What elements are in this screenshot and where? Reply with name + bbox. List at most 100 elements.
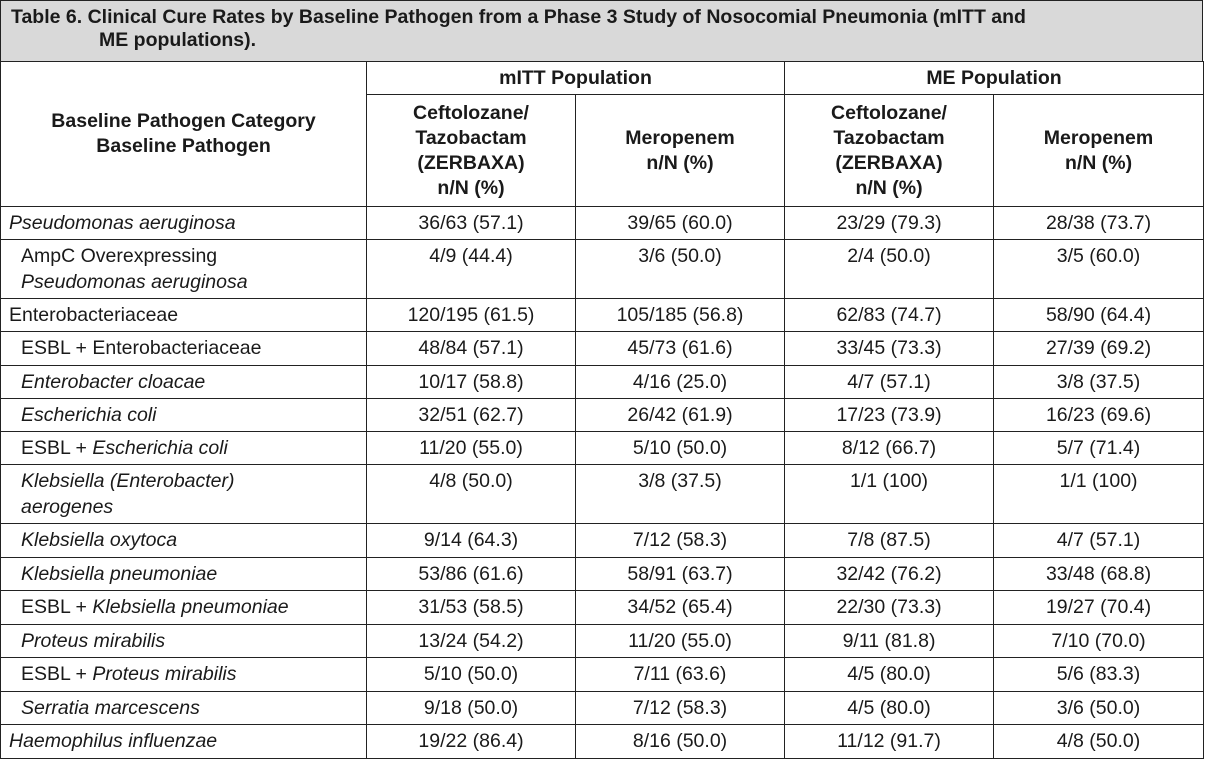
- value-cell: 9/14 (64.3): [366, 523, 576, 558]
- value-cell: 58/91 (63.7): [574, 557, 786, 591]
- pathogen-cell: ESBL + Enterobacteriaceae: [0, 331, 367, 366]
- pathogen-prefix: ESBL +: [21, 596, 93, 618]
- table-row: ESBL + Proteus mirabilis 5/10 (50.0) 7/11 …: [0, 657, 1205, 692]
- table-row: ESBL + Enterobacteriaceae 48/84 (57.1) 45/…: [0, 331, 1205, 366]
- header-me-zerbaxa: Ceftolozane/ Tazobactam (ZERBAXA) n/N (%…: [784, 94, 995, 207]
- pathogen-cell: ESBL + Proteus mirabilis: [0, 657, 367, 692]
- pathogen-cell: AmpC Overexpressing Pseudomonas aeruginos…: [0, 239, 367, 299]
- table-row: Pseudomonas aeruginosa 36/63 (57.1) 39/65 …: [0, 206, 1205, 240]
- pathogen-prefix: Enterobacteriaceae: [9, 304, 179, 326]
- pathogen-cell: Escherichia coli: [0, 398, 367, 432]
- value-cell: 5/10 (50.0): [574, 431, 786, 465]
- header-category-line1: Baseline Pathogen Category: [51, 110, 316, 132]
- pathogen-name-line2: Pseudomonas aeruginosa: [21, 270, 248, 293]
- header-group-me: ME Population: [784, 61, 1205, 95]
- pathogen-name: Haemophilus influenzae: [9, 730, 218, 752]
- header-text: Meropenem: [1043, 126, 1154, 149]
- pathogen-name: Proteus mirabilis: [92, 663, 237, 685]
- pathogen-name: Klebsiella pneumoniae: [92, 596, 289, 618]
- table-row: Klebsiella (Enterobacter) aerogenes 4/8 (5…: [0, 464, 1205, 524]
- value-cell: 7/11 (63.6): [574, 657, 786, 692]
- value-cell: 4/5 (80.0): [784, 657, 995, 692]
- header-mitt-meropenem: Meropenem n/N (%): [574, 94, 786, 207]
- value-cell: 58/90 (64.4): [993, 298, 1205, 332]
- header-category: Baseline Pathogen Category Baseline Path…: [0, 61, 367, 207]
- table-row: ESBL + Klebsiella pneumoniae 31/53 (58.5)…: [0, 590, 1205, 625]
- pathogen-prefix: AmpC Overexpressing: [21, 245, 218, 267]
- table-row: Klebsiella oxytoca 9/14 (64.3) 7/12 (58.3)…: [0, 523, 1205, 558]
- pathogen-name: Serratia marcescens: [21, 697, 200, 719]
- header-text: (ZERBAXA): [835, 151, 943, 174]
- pathogen-cell: Haemophilus influenzae: [0, 724, 367, 759]
- pathogen-cell: Serratia marcescens: [0, 691, 367, 725]
- value-cell: 5/10 (50.0): [366, 657, 576, 692]
- value-cell: 3/6 (50.0): [993, 691, 1205, 725]
- pathogen-name: Enterobacter cloacae: [21, 371, 206, 393]
- value-cell: 28/38 (73.7): [993, 206, 1205, 240]
- table-row: Enterobacter cloacae 10/17 (58.8) 4/16 (25…: [0, 365, 1205, 399]
- header-text: Tazobactam: [833, 126, 945, 149]
- value-cell: 34/52 (65.4): [574, 590, 786, 625]
- header-me-meropenem: Meropenem n/N (%): [993, 94, 1205, 207]
- pathogen-name: Klebsiella oxytoca: [21, 529, 178, 551]
- table-row: ESBL + Escherichia coli 11/20 (55.0) 5/10 …: [0, 431, 1205, 465]
- pathogen-name: Klebsiella (Enterobacter): [21, 470, 235, 492]
- value-cell: 4/7 (57.1): [784, 365, 995, 399]
- value-cell: 8/12 (66.7): [784, 431, 995, 465]
- header-group-mitt: mITT Population: [365, 61, 786, 95]
- value-cell: 32/42 (76.2): [784, 557, 995, 591]
- table-row: AmpC Overexpressing Pseudomonas aeruginos…: [0, 239, 1205, 299]
- value-cell: 9/18 (50.0): [366, 691, 576, 725]
- pathogen-prefix: ESBL +: [21, 663, 93, 685]
- header-text: Ceftolozane/: [413, 101, 529, 124]
- value-cell: 11/20 (55.0): [366, 431, 576, 465]
- table-row: Escherichia coli 32/51 (62.7) 26/42 (61.9)…: [0, 398, 1205, 432]
- header-text: Tazobactam: [415, 126, 527, 149]
- pathogen-prefix: ESBL +: [21, 437, 93, 459]
- value-cell: 105/185 (56.8): [574, 298, 786, 332]
- value-cell: 22/30 (73.3): [784, 590, 995, 625]
- table-row: Klebsiella pneumoniae 53/86 (61.6) 58/91 (…: [0, 557, 1205, 591]
- value-cell: 3/8 (37.5): [574, 464, 786, 524]
- pathogen-cell: Klebsiella (Enterobacter) aerogenes: [0, 464, 367, 524]
- value-cell: 120/195 (61.5): [366, 298, 576, 332]
- pathogen-cell: ESBL + Escherichia coli: [0, 431, 367, 465]
- value-cell: 4/5 (80.0): [784, 691, 995, 725]
- value-cell: 7/12 (58.3): [574, 523, 786, 558]
- table-body: Pseudomonas aeruginosa 36/63 (57.1) 39/65 …: [0, 206, 1205, 759]
- pathogen-cell: Enterobacter cloacae: [0, 365, 367, 399]
- header-text: (ZERBAXA): [417, 151, 525, 174]
- value-cell: 5/6 (83.3): [993, 657, 1205, 692]
- pathogen-name: Escherichia coli: [21, 404, 157, 426]
- value-cell: 5/7 (71.4): [993, 431, 1205, 465]
- table-row: Serratia marcescens 9/18 (50.0) 7/12 (58.3…: [0, 691, 1205, 725]
- value-cell: 3/6 (50.0): [574, 239, 786, 299]
- value-cell: 11/12 (91.7): [784, 724, 995, 759]
- value-cell: 45/73 (61.6): [574, 331, 786, 366]
- pathogen-cell: ESBL + Klebsiella pneumoniae: [0, 590, 367, 625]
- value-cell: 33/45 (73.3): [784, 331, 995, 366]
- header-row-columns: Ceftolozane/ Tazobactam (ZERBAXA) n/N (%…: [1, 94, 1205, 207]
- value-cell: 4/8 (50.0): [993, 724, 1205, 759]
- table-title-line1: Table 6. Clinical Cure Rates by Baseline…: [11, 6, 1026, 28]
- header-text: n/N (%): [1064, 151, 1133, 174]
- value-cell: 13/24 (54.2): [366, 624, 576, 658]
- table-title-line2: ME populations).: [99, 29, 257, 51]
- table-row: Haemophilus influenzae 19/22 (86.4) 8/16 (…: [0, 724, 1205, 759]
- results-table: Baseline Pathogen Category Baseline Path…: [0, 61, 1205, 759]
- value-cell: 48/84 (57.1): [366, 331, 576, 366]
- value-cell: 17/23 (73.9): [784, 398, 995, 432]
- value-cell: 11/20 (55.0): [574, 624, 786, 658]
- value-cell: 62/83 (74.7): [784, 298, 995, 332]
- value-cell: 19/27 (70.4): [993, 590, 1205, 625]
- value-cell: 27/39 (69.2): [993, 331, 1205, 366]
- value-cell: 10/17 (58.8): [366, 365, 576, 399]
- pathogen-cell: Klebsiella pneumoniae: [0, 557, 367, 591]
- value-cell: 3/5 (60.0): [993, 239, 1205, 299]
- value-cell: 26/42 (61.9): [574, 398, 786, 432]
- pathogen-name-line2: aerogenes: [21, 495, 114, 518]
- value-cell: 9/11 (81.8): [784, 624, 995, 658]
- value-cell: 1/1 (100): [993, 464, 1205, 524]
- value-cell: 4/9 (44.4): [366, 239, 576, 299]
- pathogen-name: Pseudomonas aeruginosa: [9, 212, 236, 234]
